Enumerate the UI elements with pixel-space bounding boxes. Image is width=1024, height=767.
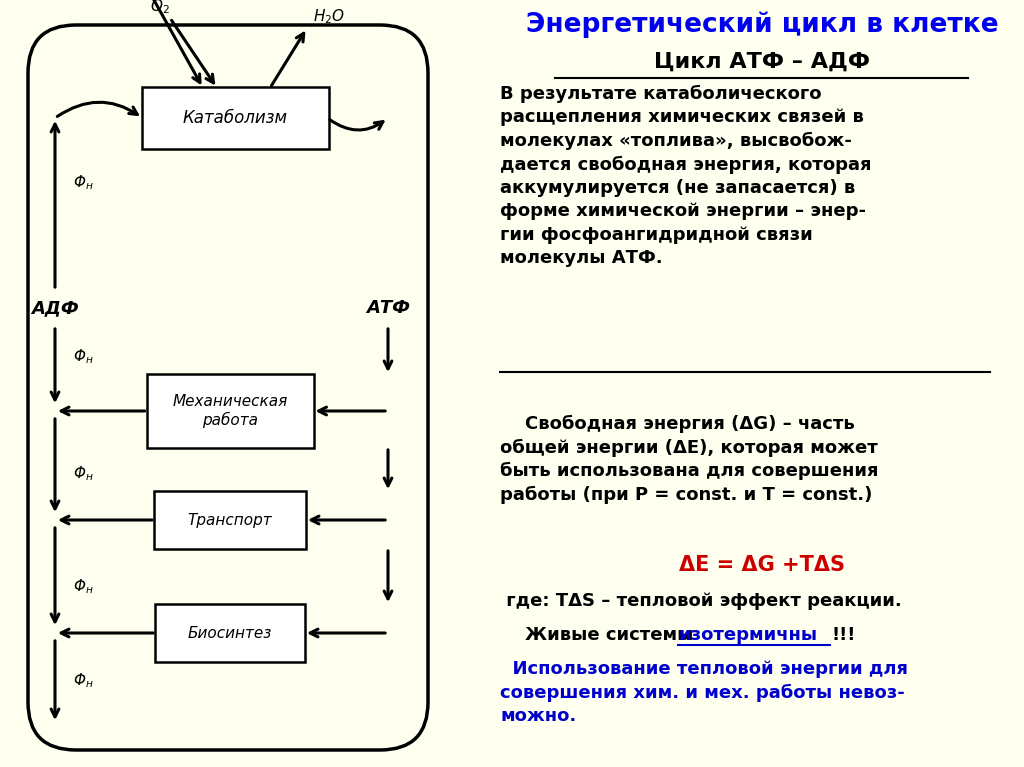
Text: Φ$_н$: Φ$_н$ bbox=[73, 465, 94, 483]
Text: Свободная энергия (ΔG) – часть
общей энергии (ΔE), которая может
быть использова: Свободная энергия (ΔG) – часть общей эне… bbox=[500, 415, 879, 504]
Text: H$_2$O: H$_2$O bbox=[313, 8, 345, 26]
Text: где: TΔS – тепловой эффект реакции.: где: TΔS – тепловой эффект реакции. bbox=[500, 592, 902, 610]
Text: Использование тепловой энергии для
совершения хим. и мех. работы невоз-
можно.: Использование тепловой энергии для совер… bbox=[500, 660, 908, 725]
Text: ΔE = ΔG +TΔS: ΔE = ΔG +TΔS bbox=[679, 555, 845, 575]
Text: изотермичны: изотермичны bbox=[678, 626, 817, 644]
Text: O$_2$: O$_2$ bbox=[151, 0, 170, 16]
Text: АДФ: АДФ bbox=[31, 299, 79, 317]
Text: Φ$_н$: Φ$_н$ bbox=[73, 578, 94, 597]
Text: Φ$_н$: Φ$_н$ bbox=[73, 173, 94, 193]
Text: Φ$_н$: Φ$_н$ bbox=[73, 347, 94, 367]
FancyBboxPatch shape bbox=[155, 604, 305, 662]
FancyBboxPatch shape bbox=[28, 25, 428, 750]
FancyBboxPatch shape bbox=[146, 374, 313, 448]
Text: Живые системы: Живые системы bbox=[500, 626, 699, 644]
Text: Φ$_н$: Φ$_н$ bbox=[73, 672, 94, 690]
FancyBboxPatch shape bbox=[154, 491, 306, 549]
Text: Катаболизм: Катаболизм bbox=[182, 109, 288, 127]
Text: Биосинтез: Биосинтез bbox=[187, 626, 272, 640]
Text: Механическая
работа: Механическая работа bbox=[172, 394, 288, 428]
Text: Цикл АТФ – АДФ: Цикл АТФ – АДФ bbox=[654, 52, 870, 72]
Text: !!!: !!! bbox=[831, 626, 856, 644]
Text: АТФ: АТФ bbox=[366, 299, 410, 317]
FancyBboxPatch shape bbox=[141, 87, 329, 149]
Text: Транспорт: Транспорт bbox=[187, 512, 272, 528]
Text: Энергетический цикл в клетке: Энергетический цикл в клетке bbox=[525, 12, 998, 38]
Text: В результате катаболического
расщепления химических связей в
молекулах «топлива»: В результате катаболического расщепления… bbox=[500, 85, 871, 267]
